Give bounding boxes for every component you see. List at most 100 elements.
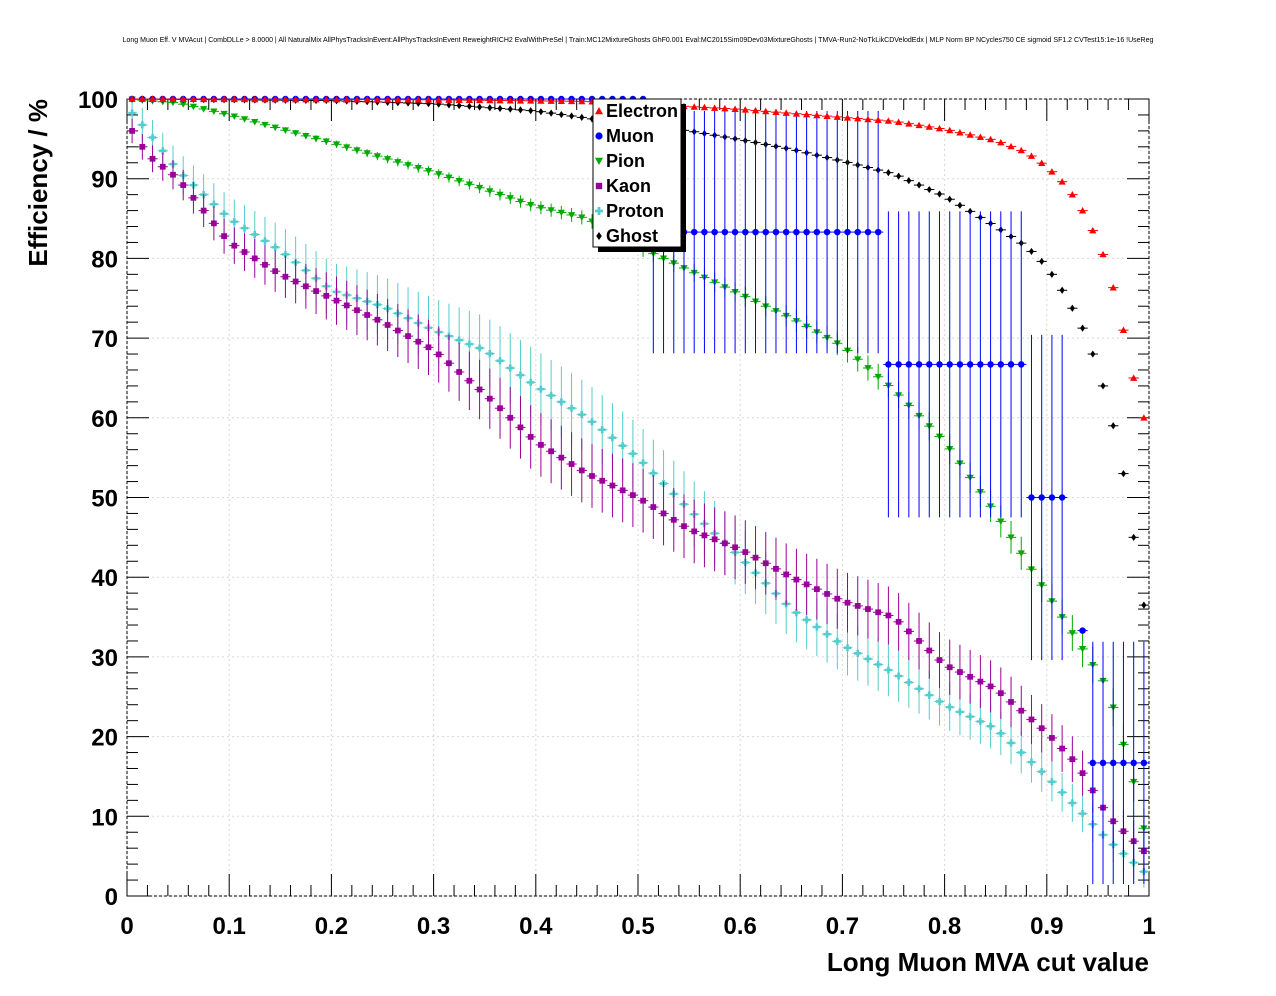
data-point [813,111,821,119]
data-point [864,365,872,372]
x-tick-label: 0.9 [1030,913,1063,940]
data-point [711,104,719,111]
data-point [742,549,749,555]
data-point [762,228,769,236]
data-point [926,185,932,194]
data-point [1141,601,1147,609]
data-point [895,361,902,368]
data-point [936,657,943,663]
data-point [486,395,493,402]
data-point [589,473,595,479]
data-point [476,386,483,393]
data-point [528,106,534,115]
data-point [905,628,912,635]
data-point [281,127,290,134]
data-point [128,95,136,102]
data-point [966,361,974,368]
data-point [854,228,861,236]
data-point [435,171,443,178]
chart-title: Long Muon Eff. V MVAcut | CombDLLe > 8.0… [123,37,1154,44]
x-tick-label: 0.7 [826,913,859,940]
legend-label: Pion [606,151,645,171]
data-point [251,95,259,103]
data-point [1008,699,1014,705]
data-point [619,442,627,450]
data-point [159,163,166,170]
data-point [578,97,586,105]
data-point [220,110,228,118]
data-point [282,273,289,280]
data-point [660,510,667,517]
data-point [792,609,801,617]
y-tick-label: 60 [91,406,118,433]
data-point [823,630,831,638]
data-point [976,717,984,726]
data-point [1017,550,1025,557]
data-point [690,228,698,236]
data-point [916,638,922,644]
data-point [731,228,739,236]
data-point [977,678,984,685]
legend-item-muon: Muon [595,126,654,146]
x-tick-label: 0.6 [724,913,757,940]
data-point [599,477,606,484]
data-point [567,404,576,412]
data-point [374,316,381,323]
data-point [506,195,514,202]
data-point [1039,257,1045,265]
legend-marker [595,207,603,216]
data-point [701,532,708,539]
data-point [241,249,248,255]
data-point [231,242,238,249]
data-point [896,172,902,180]
legend-marker [595,132,603,140]
data-point [1028,716,1035,723]
data-point [670,516,677,523]
data-point [997,690,1004,697]
data-point [854,603,861,609]
data-point [516,97,525,104]
legend-item-proton: Proton [595,201,664,221]
data-point [721,228,729,236]
data-points [127,95,1149,888]
data-point [915,361,923,368]
data-point [1079,627,1086,634]
data-point [579,113,585,122]
data-point [343,302,350,309]
data-point [915,685,923,693]
data-point [711,536,718,543]
data-point [966,131,974,138]
data-point [262,261,268,268]
x-tick-label: 0.3 [417,913,450,940]
data-point [578,467,585,474]
data-point [803,581,810,588]
data-point [507,414,514,421]
data-point [1089,226,1097,234]
data-point [864,655,872,663]
data-point [497,104,503,113]
data-point [475,96,484,104]
data-point [966,713,974,721]
legend-items: Electron Muon Pion Kaon Proton Ghost [595,101,678,246]
data-point [844,228,851,236]
data-point [895,118,903,125]
data-point [251,230,259,239]
data-point [148,95,157,102]
data-point [1078,646,1087,653]
data-point [1120,469,1126,478]
data-point [405,333,411,339]
data-point [435,351,442,358]
data-point [782,109,790,116]
data-point [793,228,800,236]
data-point [1018,361,1025,368]
data-point [302,95,310,103]
data-point [681,523,687,530]
data-point [843,644,852,652]
data-point [261,121,269,129]
x-tick-label: 0.4 [519,913,553,940]
data-point [567,97,576,105]
data-point [905,361,913,368]
data-point [1130,759,1137,767]
data-point [1100,382,1106,390]
data-point [557,398,565,406]
